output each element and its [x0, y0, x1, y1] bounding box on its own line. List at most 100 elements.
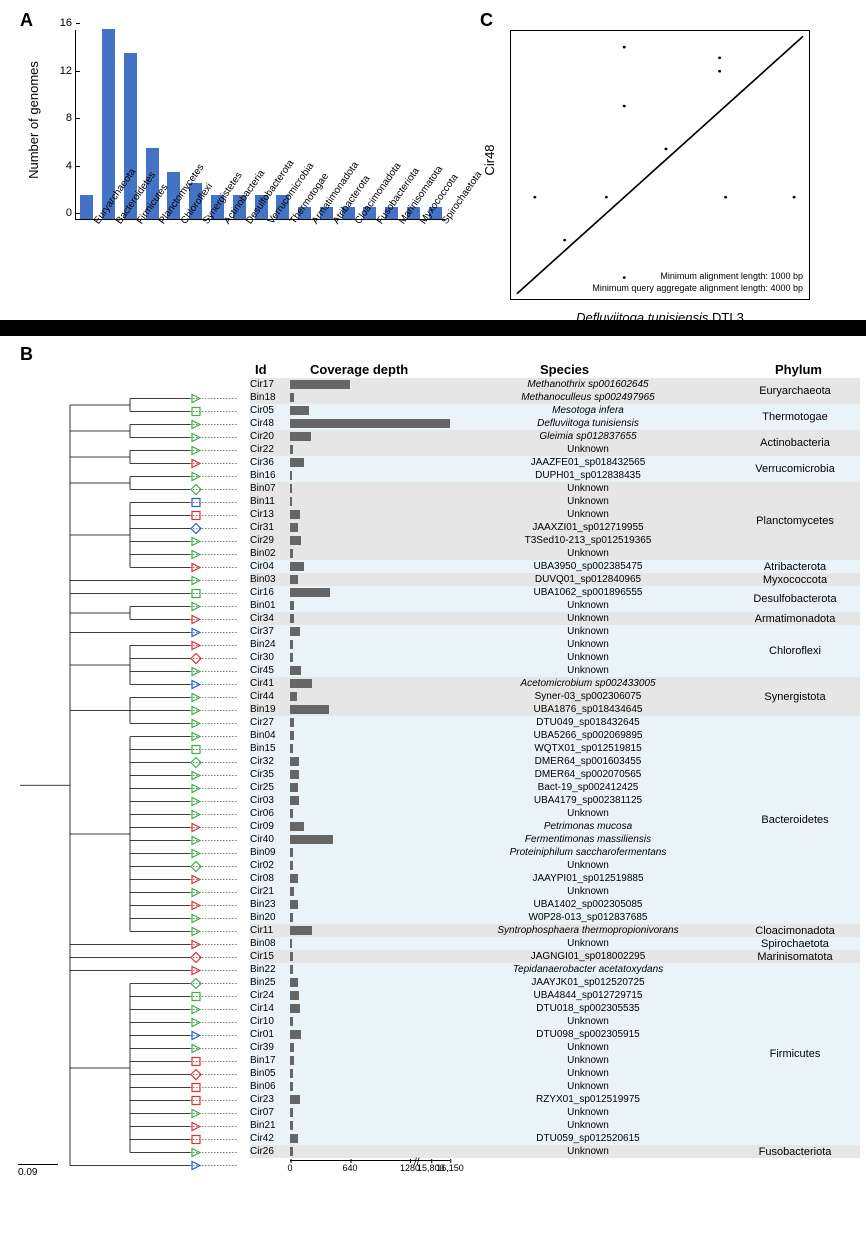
header-phylum: Phylum	[775, 362, 822, 377]
row-cov-wrap	[290, 1095, 450, 1104]
row-id: Bin01	[250, 600, 290, 611]
row-cov-bar	[290, 575, 298, 584]
row-id: Cir42	[250, 1133, 290, 1144]
row-id: Bin22	[250, 964, 290, 975]
row-cov-bar	[290, 614, 294, 623]
panel-a: Number of genomes 0481216 EuryarchaeotaB…	[20, 20, 450, 310]
row-species: RZYX01_sp012519975	[458, 1094, 718, 1105]
row-id: Cir45	[250, 665, 290, 676]
row-cov-bar	[290, 822, 304, 831]
row-species: UBA3950_sp002385475	[458, 561, 718, 572]
phylum-label: Verrucomicrobia	[730, 463, 860, 475]
row-cov-bar	[290, 848, 293, 857]
rows-container: Cir17Methanothrix sp001602645Bin18Methan…	[250, 378, 860, 1158]
row-cov-bar	[290, 653, 293, 662]
phylum-label: Myxococcota	[730, 574, 860, 586]
row-id: Cir11	[250, 925, 290, 936]
row-species: Tepidanaerobacter acetatoxydans	[458, 964, 718, 975]
row-species: Unknown	[458, 1107, 718, 1118]
dotplot: Minimum alignment length: 1000 bp Minimu…	[510, 30, 810, 300]
row-id: Cir16	[250, 587, 290, 598]
row-species: JAAYPI01_sp012519885	[458, 873, 718, 884]
phylum-label: Armatimonadota	[730, 613, 860, 625]
row-cov-bar	[290, 757, 299, 766]
x-category: Myxococcota	[418, 220, 427, 226]
row-cov-wrap	[290, 380, 450, 389]
row-id: Cir27	[250, 717, 290, 728]
row-cov-wrap	[290, 1030, 450, 1039]
row-cov-wrap	[290, 432, 450, 441]
row-species: Unknown	[458, 509, 718, 520]
row-species: JAGNGI01_sp018002295	[458, 951, 718, 962]
row-species: DTU098_sp002305915	[458, 1029, 718, 1040]
row-species: Unknown	[458, 1081, 718, 1092]
x-category: Verrucomicrobia	[266, 220, 275, 226]
cov-tick: 640	[342, 1163, 357, 1173]
row-cov-wrap	[290, 809, 450, 818]
header-species: Species	[540, 362, 589, 377]
row-id: Cir40	[250, 834, 290, 845]
row-species: Unknown	[458, 1146, 718, 1157]
row-species: Methanothrix sp001602645	[458, 379, 718, 390]
row-id: Cir35	[250, 769, 290, 780]
row-cov-bar	[290, 627, 300, 636]
row-cov-wrap	[290, 601, 450, 610]
row-cov-bar	[290, 601, 294, 610]
row-id: Bin16	[250, 470, 290, 481]
row-species: Methanoculleus sp002497965	[458, 392, 718, 403]
phylum-label: Marinisomatota	[730, 951, 860, 963]
scale-bar-value: 0.09	[18, 1167, 37, 1178]
table-row: Bin09Proteiniphilum saccharofermentans	[250, 846, 860, 859]
table-row: Cir40Fermentimonas massiliensis	[250, 833, 860, 846]
row-id: Cir30	[250, 652, 290, 663]
row-species: UBA4179_sp002381125	[458, 795, 718, 806]
row-species: JAAYJK01_sp012520725	[458, 977, 718, 988]
bar	[80, 195, 93, 219]
row-cov-wrap	[290, 991, 450, 1000]
row-cov-wrap	[290, 458, 450, 467]
row-cov-wrap	[290, 627, 450, 636]
row-id: Cir03	[250, 795, 290, 806]
row-id: Bin20	[250, 912, 290, 923]
row-cov-wrap	[290, 549, 450, 558]
row-cov-bar	[290, 640, 293, 649]
table-row: Bin19UBA1876_sp018434645	[250, 703, 860, 716]
row-id: Cir20	[250, 431, 290, 442]
row-cov-wrap	[290, 653, 450, 662]
row-id: Cir34	[250, 613, 290, 624]
row-species: UBA1876_sp018434645	[458, 704, 718, 715]
table-row: Cir42DTU059_sp012520615	[250, 1132, 860, 1145]
table-row: Cir35 DMER64_sp002070565	[250, 768, 860, 781]
row-cov-bar	[290, 770, 299, 779]
row-species: JAAXZI01_sp012719955	[458, 522, 718, 533]
row-cov-bar	[290, 913, 293, 922]
row-species: Unknown	[458, 483, 718, 494]
phylum-label: Bacteroidetes	[730, 814, 860, 826]
table-row: Cir08JAAYPI01_sp012519885	[250, 872, 860, 885]
row-cov-bar	[290, 1121, 293, 1130]
row-cov-wrap	[290, 419, 450, 428]
row-cov-wrap	[290, 562, 450, 571]
phylum-label: Actinobacteria	[730, 437, 860, 449]
row-species: Acetomicrobium sp002433005	[458, 678, 718, 689]
row-id: Cir04	[250, 561, 290, 572]
cov-axis: 0640128015,80016,150//	[290, 1160, 450, 1174]
row-cov-wrap	[290, 1134, 450, 1143]
row-id: Cir36	[250, 457, 290, 468]
row-cov-bar	[290, 1082, 293, 1091]
row-cov-bar	[290, 1030, 301, 1039]
row-cov-bar	[290, 380, 350, 389]
row-cov-bar	[290, 562, 304, 571]
row-cov-wrap	[290, 484, 450, 493]
row-cov-wrap	[290, 913, 450, 922]
row-species: Syntrophosphaera thermopropionivorans	[458, 925, 718, 936]
row-cov-wrap	[290, 471, 450, 480]
row-id: Cir13	[250, 509, 290, 520]
row-cov-wrap	[290, 978, 450, 987]
row-species: DMER64_sp002070565	[458, 769, 718, 780]
row-id: Cir21	[250, 886, 290, 897]
row-cov-wrap	[290, 952, 450, 961]
row-id: Bin07	[250, 483, 290, 494]
row-id: Cir41	[250, 678, 290, 689]
row-species: Gleimia sp012837655	[458, 431, 718, 442]
